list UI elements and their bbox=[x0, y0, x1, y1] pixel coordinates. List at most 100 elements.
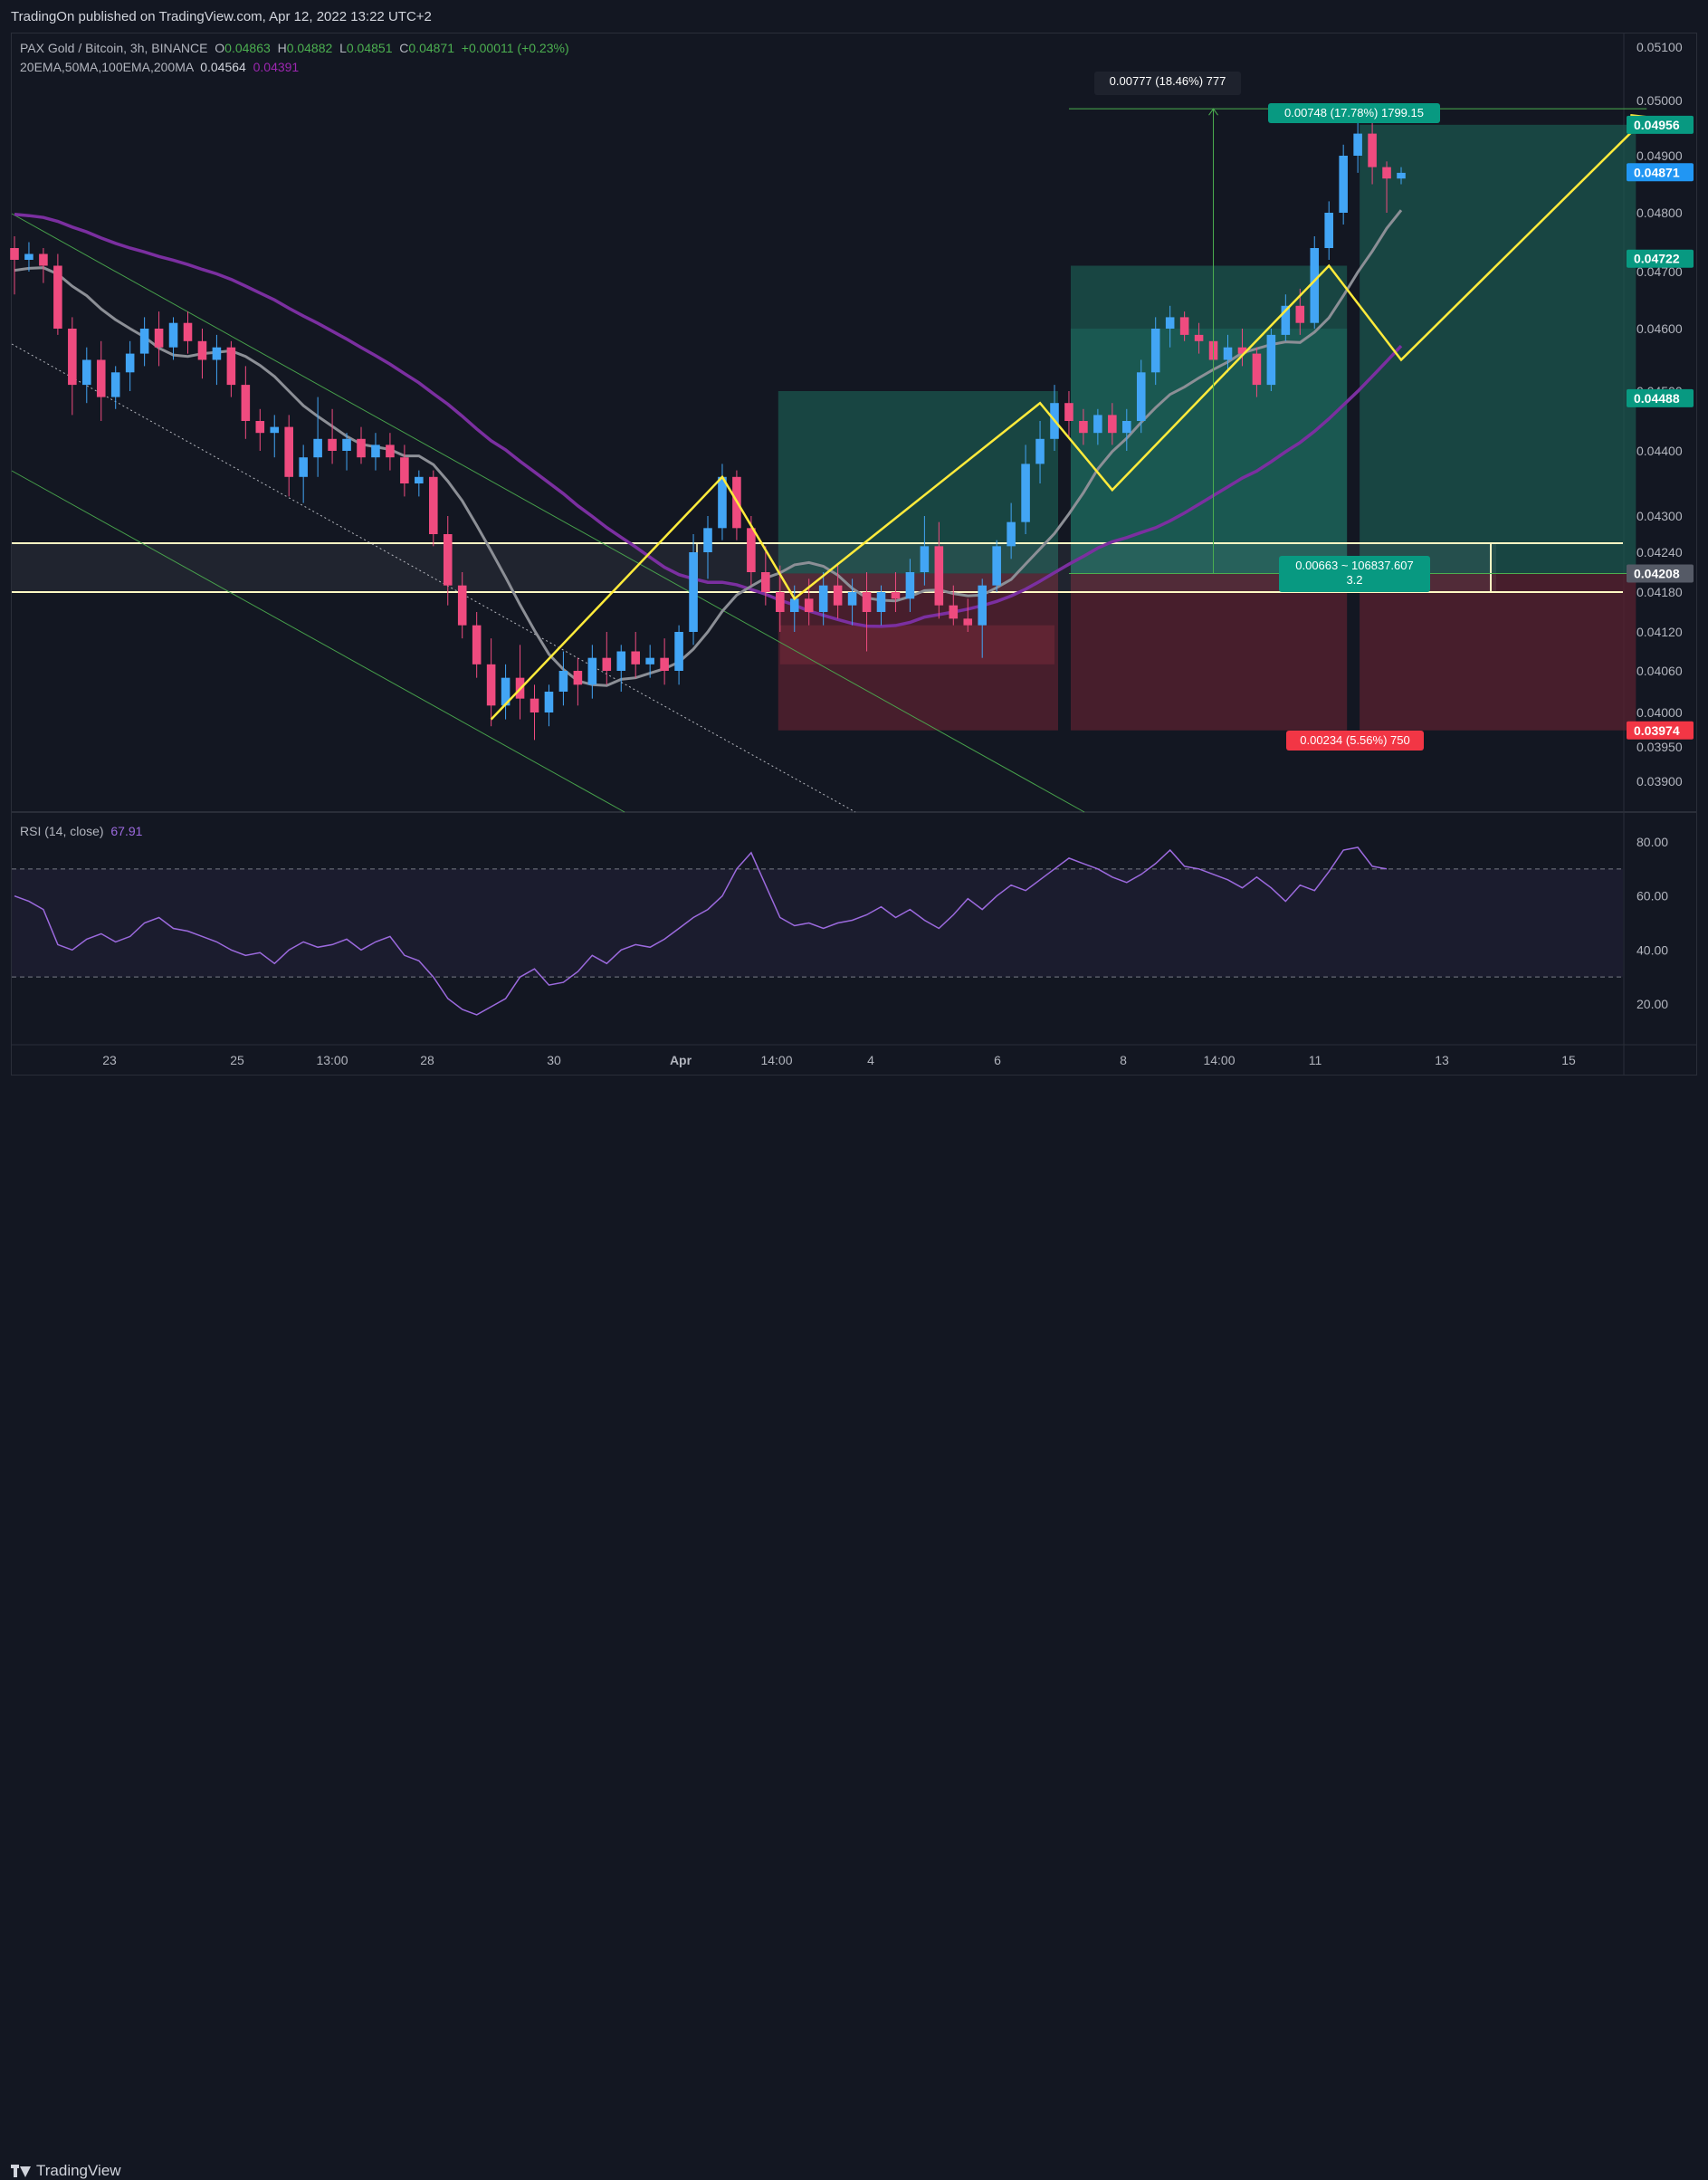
candle-body bbox=[1266, 334, 1276, 386]
candle-body bbox=[776, 592, 785, 612]
candle-body bbox=[241, 385, 251, 421]
candle-body bbox=[299, 457, 308, 477]
candle-body bbox=[573, 671, 583, 685]
candle bbox=[1064, 391, 1073, 439]
candle-body bbox=[1295, 305, 1305, 323]
rsi-band bbox=[12, 868, 1623, 978]
candle-body bbox=[400, 457, 409, 483]
candle bbox=[544, 684, 554, 727]
candle bbox=[371, 433, 380, 471]
candle bbox=[703, 516, 712, 579]
chart-canvas[interactable]: 0.05100 0.05000 0.04900 0.04800 0.04700 0.046… bbox=[0, 0, 1708, 1115]
candle bbox=[328, 408, 337, 464]
price-tick-label: 0.04600 bbox=[1636, 321, 1683, 336]
annotation-labels: 0.00777 (18.46%) 777 0.00748 (17.78%) 179… bbox=[1094, 72, 1440, 751]
candle-body bbox=[1007, 521, 1016, 547]
stop-zone-1 bbox=[1070, 573, 1348, 731]
candle bbox=[212, 334, 222, 386]
candle bbox=[342, 433, 351, 471]
candle-body bbox=[1150, 329, 1160, 373]
price-tick-label: 0.04900 bbox=[1636, 148, 1683, 163]
candle bbox=[920, 516, 930, 586]
candle bbox=[992, 540, 1001, 592]
price-tick-label: 0.04800 bbox=[1636, 206, 1683, 220]
candle bbox=[1353, 122, 1362, 173]
tradingview-brand[interactable]: TradingView bbox=[11, 2162, 121, 2180]
candle-body bbox=[1310, 248, 1320, 323]
time-tick-label: 6 bbox=[994, 1053, 1001, 1067]
candle-body bbox=[183, 322, 193, 341]
candle bbox=[415, 470, 424, 497]
candle bbox=[1252, 347, 1262, 397]
candle bbox=[660, 638, 669, 685]
candle-body bbox=[415, 476, 424, 483]
candle bbox=[270, 415, 280, 458]
candle bbox=[154, 311, 164, 367]
candle bbox=[1194, 322, 1204, 354]
candle-body bbox=[718, 476, 727, 529]
candle bbox=[357, 426, 366, 464]
price-marker-label: 0.04956 bbox=[1634, 118, 1680, 132]
price-marker-box bbox=[1627, 115, 1694, 134]
symbol-legend[interactable]: PAX Gold / Bitcoin, 3h, BINANCE O0.04863… bbox=[20, 41, 569, 55]
close-value: 0.04871 bbox=[408, 41, 454, 55]
candle-body bbox=[10, 248, 19, 260]
price-tick-label: 0.04180 bbox=[1636, 585, 1683, 599]
ma-legend[interactable]: 20EMA,50MA,100EMA,200MA 0.04564 0.04391 bbox=[20, 60, 299, 74]
candle-body bbox=[1021, 464, 1030, 522]
candle-body bbox=[270, 426, 280, 434]
time-tick-label: 13:00 bbox=[316, 1053, 348, 1067]
price-marker-label: 0.04488 bbox=[1634, 391, 1680, 406]
published-caption: TradingOn published on TradingView.com, … bbox=[11, 9, 432, 24]
candle-body bbox=[212, 347, 222, 360]
candle bbox=[313, 397, 322, 477]
ma50-line bbox=[14, 209, 1403, 687]
candle-body bbox=[168, 322, 178, 348]
candle-body bbox=[963, 618, 973, 626]
time-tick-label: 30 bbox=[547, 1053, 561, 1067]
candle bbox=[645, 645, 654, 678]
candle-body bbox=[429, 476, 438, 534]
candle bbox=[1397, 167, 1406, 185]
candle-body bbox=[1122, 421, 1131, 434]
time-tick-label: 11 bbox=[1309, 1053, 1322, 1067]
candle-body bbox=[645, 657, 654, 665]
measure-top-label-box bbox=[1094, 72, 1241, 95]
candle bbox=[674, 625, 683, 685]
candle bbox=[530, 684, 539, 741]
candle-body bbox=[1179, 317, 1189, 335]
candle-body bbox=[1165, 317, 1175, 329]
candle bbox=[183, 311, 193, 354]
ma-label: 20EMA,50MA,100EMA,200MA bbox=[20, 60, 194, 74]
candle bbox=[789, 585, 799, 632]
candle bbox=[1281, 294, 1291, 341]
price-tick-label: 0.03950 bbox=[1636, 740, 1683, 754]
candle bbox=[10, 236, 19, 295]
candle-body bbox=[226, 347, 236, 386]
candle bbox=[1122, 408, 1131, 451]
candle bbox=[1223, 334, 1233, 373]
candle bbox=[1079, 408, 1088, 445]
candle-body bbox=[847, 592, 857, 606]
candle-body bbox=[602, 657, 612, 671]
candle bbox=[978, 578, 987, 658]
range-label: 0.00663 ~ 106837.607 bbox=[1295, 559, 1414, 572]
candle-body bbox=[558, 671, 568, 692]
price-tick-label: 0.04060 bbox=[1636, 664, 1683, 678]
candle bbox=[558, 651, 568, 706]
candle-body bbox=[110, 372, 120, 397]
candle bbox=[1165, 305, 1175, 348]
rsi-legend[interactable]: RSI (14, close) 67.91 bbox=[20, 824, 142, 838]
candle-body bbox=[96, 359, 106, 397]
candle-body bbox=[284, 426, 293, 477]
candle bbox=[1310, 236, 1320, 329]
rsi-tick-label: 60.00 bbox=[1636, 889, 1668, 904]
candle bbox=[949, 585, 959, 626]
candle-body bbox=[39, 253, 48, 266]
candle bbox=[1021, 445, 1030, 534]
candle bbox=[125, 340, 135, 391]
candle-body bbox=[1108, 415, 1117, 434]
target-zone-2 bbox=[1360, 124, 1636, 574]
candle bbox=[602, 632, 612, 685]
open-value: 0.04863 bbox=[224, 41, 271, 55]
